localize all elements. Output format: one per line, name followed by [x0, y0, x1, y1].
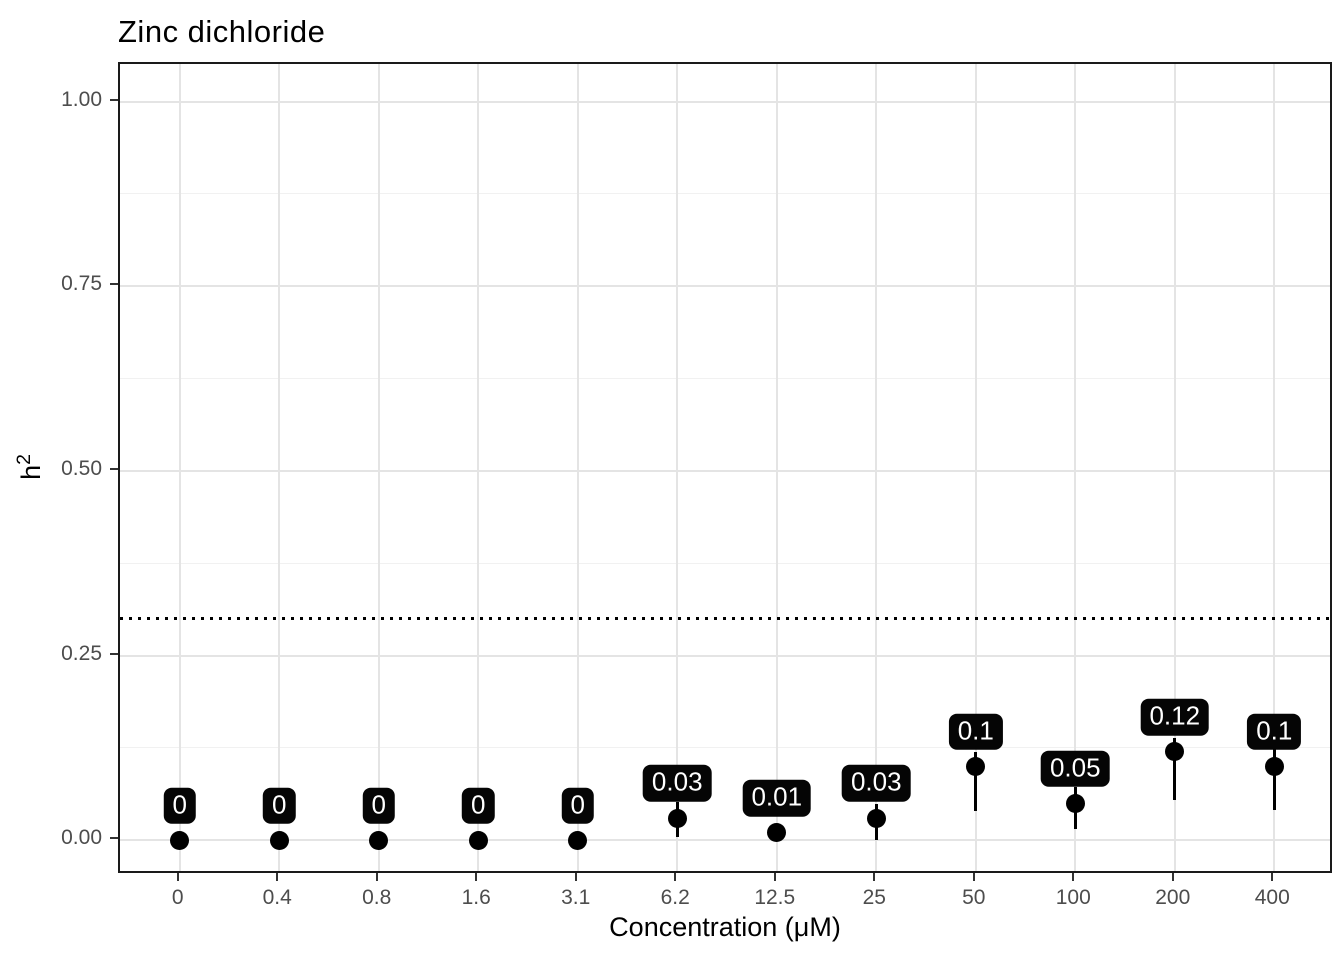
- x-axis-tick: [574, 873, 577, 881]
- point-value-label: 0.1: [1247, 713, 1302, 750]
- gridline-x-major: [178, 64, 181, 871]
- data-point: [269, 830, 289, 850]
- gridline-y-major: [120, 654, 1330, 657]
- data-point: [369, 830, 389, 850]
- point-value-label: 0.03: [841, 765, 911, 802]
- error-bar: [974, 751, 978, 811]
- point-value-label: 0: [362, 787, 395, 824]
- data-point: [170, 830, 190, 850]
- y-axis-tick-label: 0.00: [61, 826, 102, 850]
- x-axis-tick: [276, 873, 279, 881]
- y-axis-title-superscript: 2: [13, 454, 35, 465]
- y-axis-tick: [110, 467, 118, 470]
- x-axis-tick: [375, 873, 378, 881]
- chart-title: Zinc dichloride: [118, 14, 326, 49]
- x-axis-tick-label: 400: [1254, 886, 1290, 909]
- gridline-y-major: [120, 839, 1330, 842]
- y-axis-tick-label: 1.00: [61, 87, 102, 111]
- plot-panel: 0 0 0 0 0 0.03 0.01 0.03 0.1 0.05 0.12 0.1: [118, 62, 1332, 873]
- x-axis-tick: [773, 873, 776, 881]
- x-axis-tick-label: 200: [1155, 886, 1191, 909]
- gridline-y-major: [120, 285, 1330, 288]
- x-axis-tick: [972, 873, 975, 881]
- point-value-label: 0.1: [948, 713, 1003, 750]
- x-axis-tick: [674, 873, 677, 881]
- gridline-x-major: [477, 64, 480, 871]
- point-value-label: 0: [561, 787, 594, 824]
- data-point: [1165, 742, 1185, 762]
- gridline-y-minor: [120, 378, 1330, 380]
- y-axis-tick-label: 0.75: [61, 272, 102, 296]
- data-point: [1264, 756, 1284, 776]
- x-axis-tick: [176, 873, 179, 881]
- error-bar: [1272, 749, 1276, 810]
- x-axis-title: Concentration (μM): [609, 912, 841, 942]
- point-value-label: 0: [163, 787, 196, 824]
- y-axis-tick: [110, 652, 118, 655]
- y-axis-title: h2: [13, 454, 47, 480]
- point-value-label: 0.05: [1040, 750, 1110, 787]
- gridline-x-major: [1173, 64, 1176, 871]
- x-axis-tick: [475, 873, 478, 881]
- gridline-y-major: [120, 469, 1330, 472]
- x-axis-tick-label: 25: [862, 886, 886, 909]
- x-axis-tick-label: 3.1: [561, 886, 591, 909]
- x-axis-tick: [1271, 873, 1274, 881]
- gridline-x-major: [875, 64, 878, 871]
- gridline-x-major: [1273, 64, 1276, 871]
- point-value-label: 0: [461, 787, 495, 824]
- error-bar: [1173, 738, 1177, 801]
- gridline-y-minor: [120, 193, 1330, 195]
- data-point: [1065, 793, 1085, 813]
- data-point: [568, 830, 588, 850]
- data-point: [866, 808, 886, 828]
- x-axis-tick-label: 0: [171, 886, 184, 909]
- point-value-label: 0.01: [742, 779, 812, 817]
- y-axis-tick-label: 0.25: [61, 641, 102, 665]
- point-value-label: 0: [262, 787, 296, 824]
- gridline-y-minor: [120, 747, 1330, 749]
- gridline-x-major: [676, 64, 679, 871]
- point-value-label: 0.03: [642, 765, 712, 802]
- gridline-x-major: [377, 64, 380, 871]
- gridline-x-major: [1074, 64, 1077, 871]
- x-axis-tick-label: 6.2: [660, 886, 690, 909]
- data-point: [468, 830, 488, 850]
- x-axis-tick-label: 0.4: [262, 886, 292, 909]
- reference-line: [120, 617, 1330, 621]
- point-value-label: 0.12: [1140, 698, 1210, 736]
- gridline-x-major: [576, 64, 579, 871]
- y-axis-tick: [110, 283, 118, 286]
- data-point: [767, 823, 787, 843]
- gridline-x-major: [775, 64, 778, 871]
- gridline-y-minor: [120, 562, 1330, 564]
- y-axis-title-base: h: [16, 464, 46, 480]
- x-axis-tick-label: 12.5: [754, 886, 796, 909]
- data-point: [966, 756, 986, 776]
- y-axis-tick: [110, 837, 118, 840]
- x-axis-tick-label: 100: [1055, 886, 1091, 909]
- y-axis-tick-label: 0.50: [61, 456, 102, 480]
- x-axis-tick: [1171, 873, 1174, 881]
- x-axis-tick: [1072, 873, 1075, 881]
- gridline-x-major: [278, 64, 281, 871]
- y-axis-tick: [110, 98, 118, 101]
- x-axis-tick-label: 0.8: [362, 886, 392, 909]
- x-axis-tick: [873, 873, 876, 881]
- gridline-y-major: [120, 100, 1330, 103]
- data-point: [667, 808, 687, 828]
- x-axis-tick-label: 50: [962, 886, 986, 909]
- x-axis-tick-label: 1.6: [461, 886, 491, 909]
- gridline-x-major: [974, 64, 977, 871]
